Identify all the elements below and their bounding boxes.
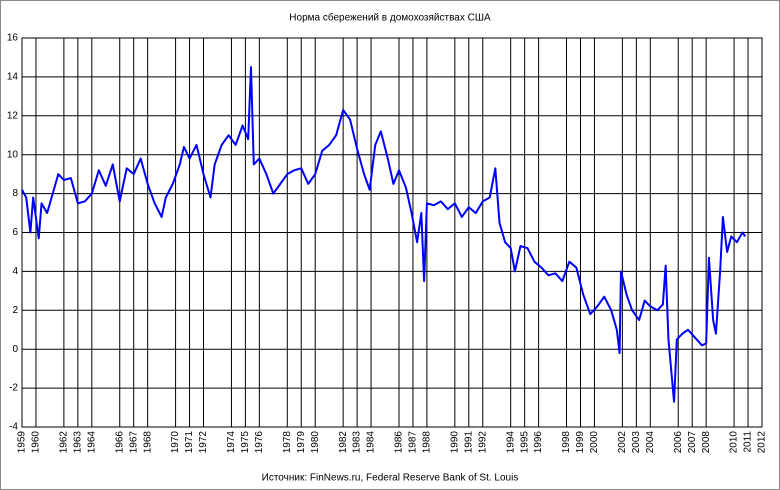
x-tick-label: 1972 [198,431,209,454]
x-tick-label: 1988 [422,431,433,454]
y-tick-label: 14 [7,72,19,83]
x-tick-label: 1987 [408,431,419,454]
x-tick-label: 1992 [477,431,488,454]
x-tick-label: 1968 [142,431,153,454]
x-tick-label: 1978 [282,431,293,454]
x-tick-label: 2007 [687,431,698,454]
x-tick-label: 1966 [114,431,125,454]
x-tick-label: 1963 [72,431,83,454]
y-tick-label: -4 [9,422,18,433]
y-tick-label: 16 [7,33,19,44]
x-tick-label: 1991 [463,431,474,454]
x-tick-label: 1995 [519,431,530,454]
x-tick-label: 1986 [394,431,405,454]
x-tick-label: 1983 [352,431,363,454]
x-tick-label: 1998 [561,431,572,454]
y-tick-label: 0 [12,344,18,355]
x-tick-label: 1962 [59,431,70,454]
source: Источник: FinNews.ru, Federal Reserve Ba… [262,473,519,484]
x-tick-label: 1996 [533,431,544,454]
x-tick-label: 1959 [17,431,28,454]
x-tick-label: 2002 [617,431,628,454]
x-tick-label: 2010 [729,431,740,454]
x-tick-label: 1960 [31,431,42,454]
y-tick-label: -2 [9,383,18,394]
x-tick-label: 2003 [631,431,642,454]
data-line [21,66,747,403]
y-tick-label: 10 [7,149,19,160]
x-tick-label: 2011 [743,431,754,453]
x-tick-label: 1974 [226,431,237,454]
x-tick-label: 1982 [338,431,349,454]
x-tick-label: 2008 [701,431,712,454]
x-tick-label: 2012 [757,431,768,454]
x-tick-label: 2006 [673,431,684,454]
x-tick-label: 1971 [184,431,195,454]
x-tick-label: 1967 [128,431,139,454]
x-tick-label: 1976 [254,431,265,454]
x-tick-label: 2000 [589,431,600,454]
y-tick-label: 4 [12,266,18,277]
x-tick-label: 1984 [366,431,377,454]
y-tick-label: 12 [7,110,19,121]
x-tick-label: 2004 [645,431,656,454]
x-tick-label: 1980 [310,431,321,454]
y-tick-label: 6 [12,227,18,238]
x-tick-label: 1994 [505,431,516,454]
x-tick-label: 1970 [170,431,181,454]
x-tick-label: 1964 [86,431,97,454]
x-tick-label: 1990 [449,431,460,454]
chart-title: Норма сбережений в домохозяйствах США [289,12,491,24]
y-tick-label: 2 [12,305,18,316]
x-tick-label: 1979 [296,431,307,454]
x-tick-label: 1975 [240,431,251,454]
x-tick-label: 1999 [575,431,586,454]
y-tick-label: 8 [12,188,18,199]
